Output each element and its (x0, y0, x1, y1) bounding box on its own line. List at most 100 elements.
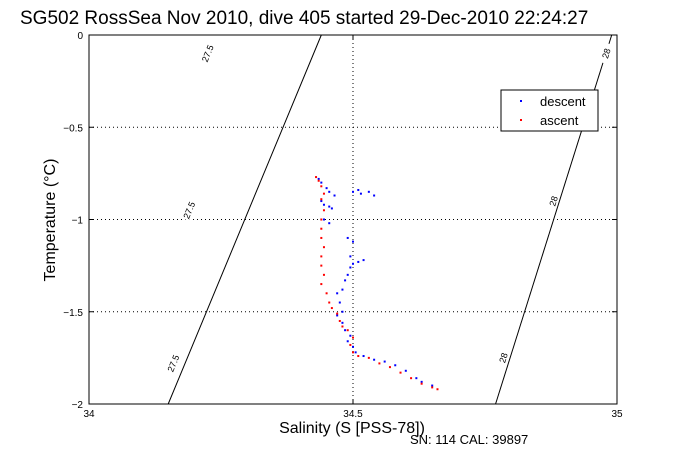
data-point-ascent (320, 236, 323, 239)
data-point-ascent (341, 325, 344, 328)
data-point-ascent (330, 307, 333, 310)
data-point-descent (330, 207, 333, 210)
data-point-ascent (320, 283, 323, 286)
data-point-descent (336, 314, 339, 317)
data-point-descent (328, 222, 331, 225)
data-point-descent (357, 260, 360, 263)
data-point-descent (349, 334, 352, 337)
data-point-ascent (320, 198, 323, 201)
density-contour-line (167, 34, 322, 405)
contour-label-gap (165, 352, 182, 375)
data-point-descent (333, 194, 336, 197)
data-point-descent (344, 329, 347, 332)
ticks-layer: 34 34.5 35 0 −0.5 −1 −1.5 −2 (63, 31, 623, 420)
data-point-ascent (315, 176, 318, 179)
data-point-ascent (317, 179, 320, 182)
x-tick-label: 34.5 (343, 409, 363, 420)
y-tick-label: −0.5 (63, 123, 83, 134)
data-point-descent (341, 321, 344, 324)
data-point-descent (404, 369, 407, 372)
data-point-ascent (367, 356, 370, 359)
data-point-descent (320, 181, 323, 184)
data-point-ascent (322, 246, 325, 249)
legend: descent ascent (500, 89, 599, 132)
data-point-descent (349, 255, 352, 258)
data-point-descent (322, 203, 325, 206)
data-point-descent (431, 384, 434, 387)
data-point-ascent (336, 312, 339, 315)
data-point-descent (346, 340, 349, 343)
data-point-descent (352, 345, 354, 348)
data-point-descent (359, 192, 362, 195)
data-point-ascent (322, 192, 325, 195)
data-point-descent (354, 351, 357, 354)
contour-label: 28 (547, 195, 560, 208)
contour-label: 27.5 (181, 200, 197, 220)
y-tick-label: 0 (77, 31, 83, 42)
y-tick-label: −2 (72, 400, 84, 411)
data-point-descent (341, 310, 344, 313)
data-point-descent (352, 190, 354, 193)
data-point-descent (373, 358, 376, 361)
data-point-ascent (322, 273, 325, 276)
data-point-descent (362, 355, 365, 358)
legend-label-descent: descent (540, 94, 586, 109)
contour-label-gap (546, 190, 561, 212)
data-point-descent (383, 360, 386, 363)
data-point-ascent (320, 218, 323, 221)
data-point-ascent (420, 382, 423, 385)
data-point-ascent (320, 227, 323, 230)
data-point-ascent (357, 355, 360, 358)
contour-label: 28 (600, 47, 613, 60)
data-point-descent (338, 301, 341, 304)
data-point-ascent (436, 388, 439, 391)
data-point-descent (317, 177, 320, 180)
data-point-descent (346, 273, 349, 276)
data-point-ascent (352, 351, 354, 354)
legend-label-ascent: ascent (540, 113, 579, 128)
data-point-ascent (320, 255, 323, 258)
data-point-ascent (325, 292, 328, 295)
data-point-ascent (320, 264, 323, 267)
data-point-ascent (346, 329, 349, 332)
points-layer (315, 176, 439, 391)
data-point-descent (420, 380, 423, 383)
data-point-descent (328, 190, 331, 193)
data-point-ascent (349, 343, 352, 346)
data-point-descent (362, 259, 365, 262)
data-point-descent (341, 288, 344, 291)
data-point-descent (346, 236, 349, 239)
data-point-descent (367, 190, 370, 193)
data-point-descent (349, 266, 352, 269)
contour-label-gap (181, 199, 197, 222)
contour-label: 27.5 (200, 43, 216, 63)
sn-cal-footer: SN: 114 CAL: 39897 (410, 432, 528, 447)
data-point-descent (352, 262, 354, 265)
x-axis-label: Salinity (S [PSS-78]) (279, 420, 425, 437)
data-point-descent (320, 200, 323, 203)
data-point-descent (322, 218, 325, 221)
data-point-descent (352, 240, 354, 243)
contour-label-gap (599, 42, 614, 65)
data-point-ascent (328, 301, 331, 304)
x-tick-label: 34 (83, 409, 95, 420)
data-point-ascent (338, 319, 341, 322)
contour-label: 27.5 (166, 353, 182, 373)
legend-box (500, 89, 599, 132)
data-point-descent (336, 292, 339, 295)
contour-label-gap (200, 42, 216, 65)
data-point-ascent (399, 371, 402, 374)
data-point-descent (357, 188, 360, 191)
data-point-descent (415, 377, 418, 380)
data-point-descent (344, 279, 347, 282)
y-tick-label: −1.5 (63, 308, 83, 319)
chart-title: SG502 RossSea Nov 2010, dive 405 started… (20, 8, 588, 29)
y-axis-label: Temperature (°C) (42, 159, 59, 282)
contour-label: 28 (497, 352, 510, 365)
x-tick-label: 35 (611, 409, 623, 420)
data-point-descent (394, 364, 397, 367)
data-point-descent (373, 194, 376, 197)
data-point-ascent (410, 377, 413, 380)
